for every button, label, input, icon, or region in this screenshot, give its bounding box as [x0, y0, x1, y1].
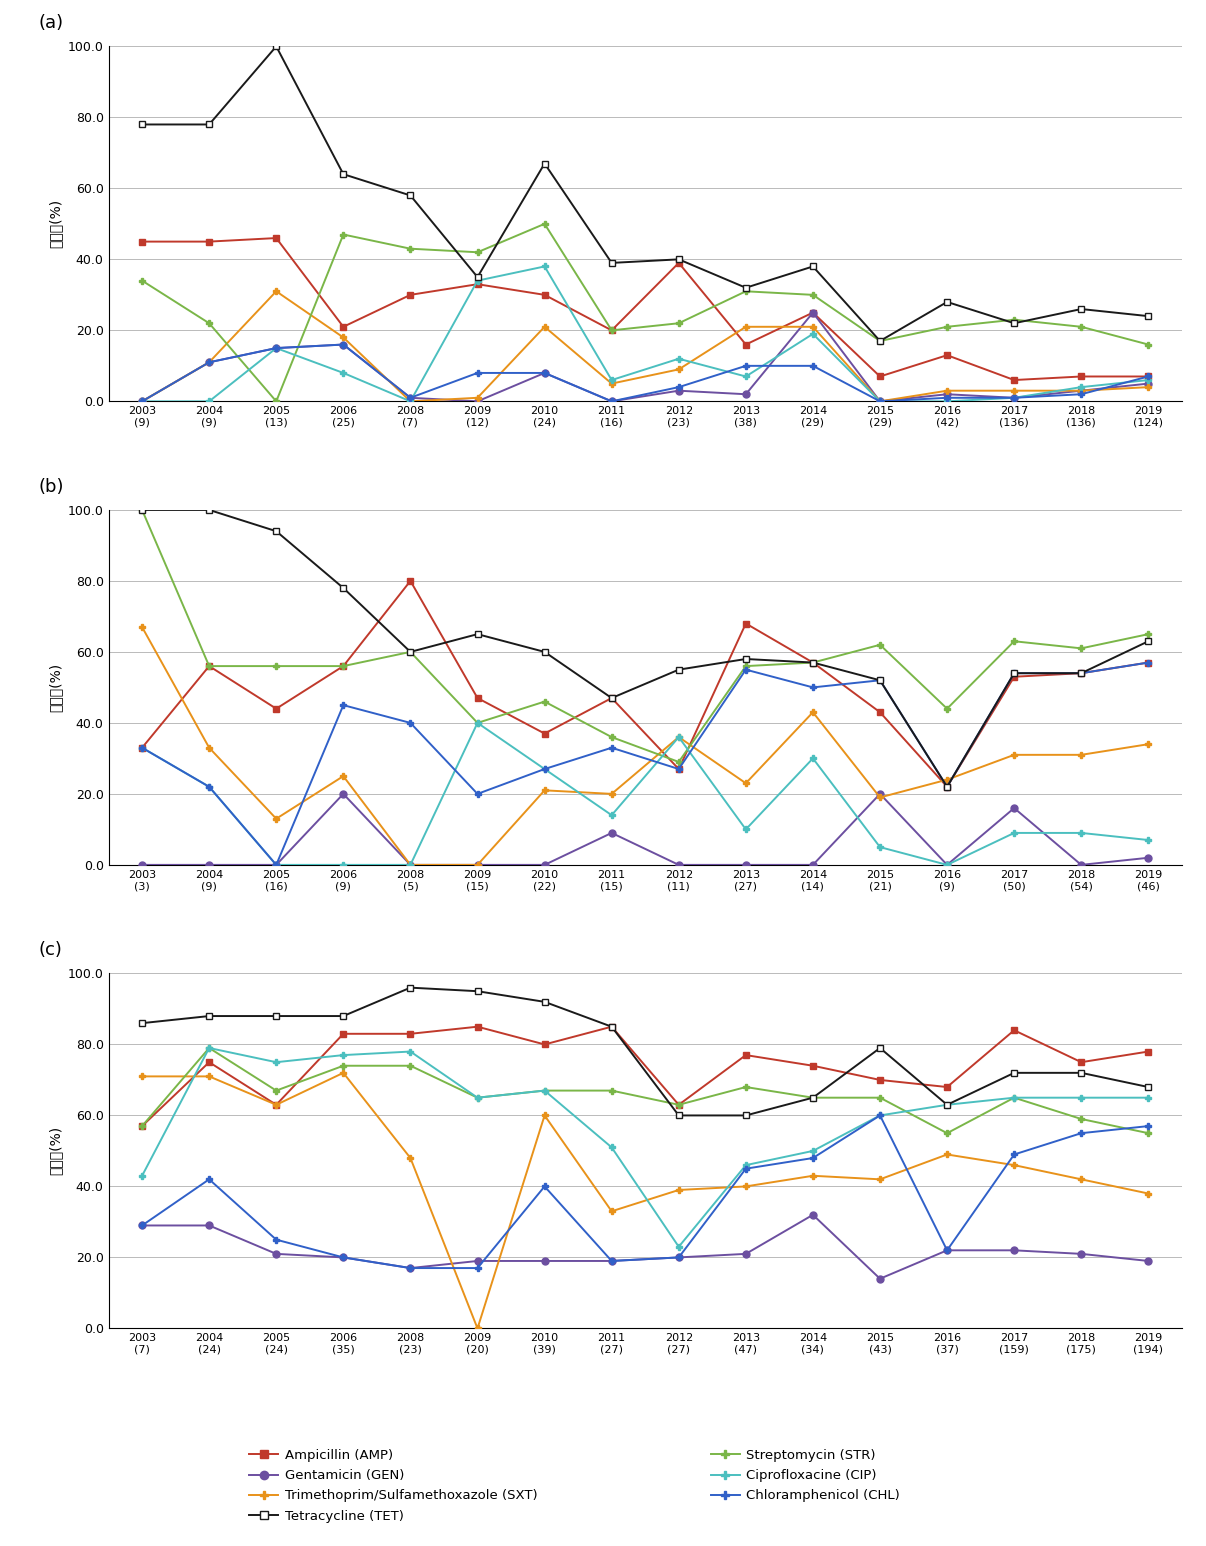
Text: (c): (c): [39, 942, 63, 959]
Y-axis label: 내성률(%): 내성률(%): [48, 1127, 63, 1175]
Y-axis label: 내성률(%): 내성률(%): [48, 663, 63, 713]
Text: (b): (b): [39, 478, 64, 496]
Legend: Streptomycin (STR), Ciprofloxacine (CIP), Chloramphenicol (CHL): Streptomycin (STR), Ciprofloxacine (CIP)…: [706, 1444, 906, 1507]
Y-axis label: 내성률(%): 내성률(%): [48, 199, 63, 249]
Text: (a): (a): [39, 14, 64, 32]
